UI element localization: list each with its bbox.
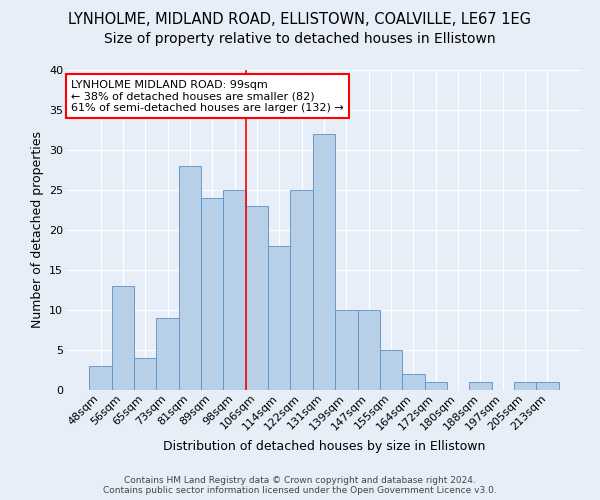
Bar [380, 350, 402, 390]
X-axis label: Distribution of detached houses by size in Ellistown: Distribution of detached houses by size … [163, 440, 485, 453]
Bar [201, 198, 223, 390]
Bar [469, 382, 491, 390]
Y-axis label: Number of detached properties: Number of detached properties [31, 132, 44, 328]
Text: LYNHOLME, MIDLAND ROAD, ELLISTOWN, COALVILLE, LE67 1EG: LYNHOLME, MIDLAND ROAD, ELLISTOWN, COALV… [68, 12, 532, 28]
Bar [313, 134, 335, 390]
Bar [268, 246, 290, 390]
Bar [112, 286, 134, 390]
Bar [223, 190, 246, 390]
Bar [157, 318, 179, 390]
Bar [358, 310, 380, 390]
Bar [425, 382, 447, 390]
Text: Contains HM Land Registry data © Crown copyright and database right 2024.
Contai: Contains HM Land Registry data © Crown c… [103, 476, 497, 495]
Text: LYNHOLME MIDLAND ROAD: 99sqm
← 38% of detached houses are smaller (82)
61% of se: LYNHOLME MIDLAND ROAD: 99sqm ← 38% of de… [71, 80, 344, 113]
Bar [290, 190, 313, 390]
Bar [134, 358, 157, 390]
Bar [179, 166, 201, 390]
Bar [514, 382, 536, 390]
Bar [536, 382, 559, 390]
Text: Size of property relative to detached houses in Ellistown: Size of property relative to detached ho… [104, 32, 496, 46]
Bar [89, 366, 112, 390]
Bar [335, 310, 358, 390]
Bar [246, 206, 268, 390]
Bar [402, 374, 425, 390]
